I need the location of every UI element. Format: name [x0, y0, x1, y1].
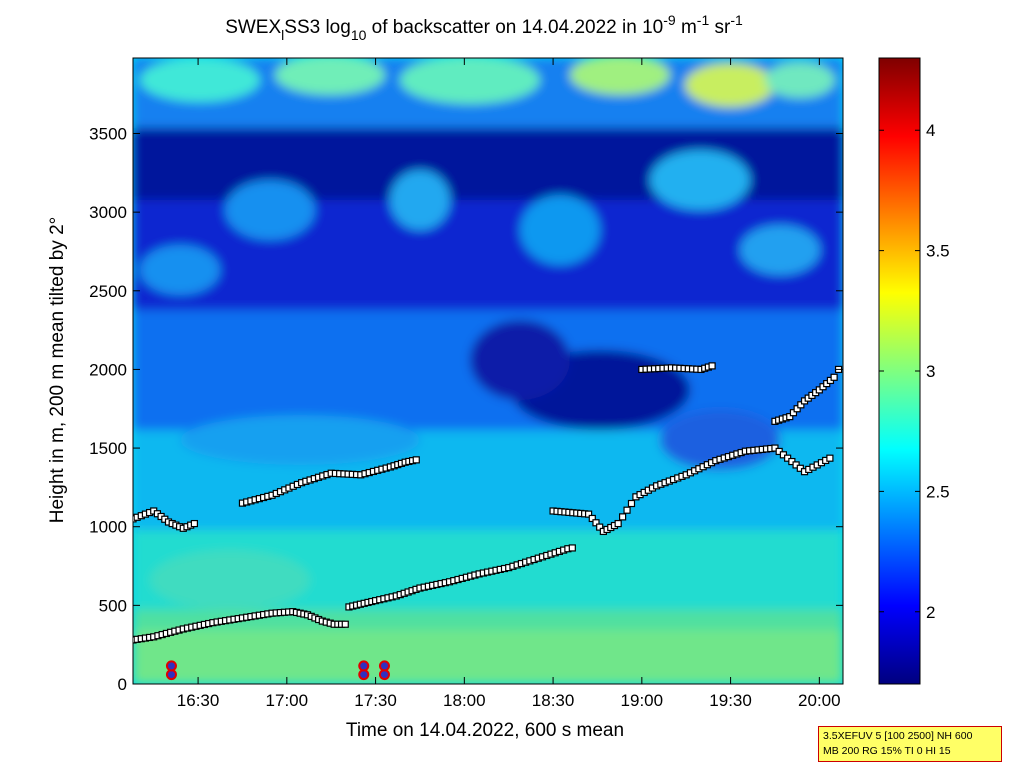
colorbar-gradient	[878, 57, 921, 685]
ground-marker	[165, 660, 177, 672]
settings-info-box: 3.5XEFUV 5 [100 2500] NH 600 MB 200 RG 1…	[818, 726, 1002, 762]
ground-marker	[165, 669, 177, 681]
x-tick-label: 16:30	[177, 691, 220, 710]
layer-point	[341, 620, 349, 628]
y-tick-label: 500	[99, 596, 127, 615]
layer-point	[789, 409, 798, 417]
ground-marker	[358, 669, 370, 681]
x-tick-label: 20:00	[798, 691, 841, 710]
colorbar-tick-label: 2	[926, 603, 935, 622]
ground-marker	[358, 660, 370, 672]
colorbar: 2 2.5 3 3.5 4	[878, 57, 950, 685]
x-tick-label: 19:00	[621, 691, 664, 710]
chart-title: SWEXlSS3 log10 of backscatter on 14.04.2…	[225, 12, 743, 43]
layer-point	[584, 510, 593, 518]
layer-point	[786, 413, 794, 421]
layer-point	[797, 401, 805, 409]
layer-point	[592, 519, 600, 527]
y-tick-label: 3500	[89, 124, 127, 143]
layer-point	[793, 405, 801, 413]
y-axis: 0 500 1000 1500 2000 2500 3000 3500	[89, 124, 843, 694]
layer-point	[596, 523, 604, 531]
layer-point	[412, 456, 420, 464]
layer-point	[623, 506, 631, 514]
colorbar-tick-label: 4	[926, 121, 935, 140]
y-tick-label: 1000	[89, 518, 127, 537]
detected-layers	[133, 362, 843, 644]
y-tick-label: 3000	[89, 203, 127, 222]
x-axis: 16:30 17:00 17:30 18:00 18:30 19:00 19:30 20:00	[177, 58, 841, 710]
heatmap-plot-area	[132, 57, 844, 685]
y-tick-label: 2500	[89, 282, 127, 301]
x-axis-label: Time on 14.04.2022, 600 s mean	[346, 720, 624, 741]
layer-point	[708, 362, 716, 370]
x-tick-label: 17:30	[354, 691, 397, 710]
layer-point	[190, 519, 198, 528]
y-tick-label: 0	[118, 675, 127, 694]
x-tick-label: 17:00	[266, 691, 309, 710]
colorbar-ticks: 2 2.5 3 3.5 4	[879, 121, 950, 622]
layer-point	[568, 544, 576, 552]
x-tick-label: 18:30	[532, 691, 575, 710]
y-axis-label: Height in m, 200 m mean tilted by 2°	[47, 217, 68, 523]
layer-point	[619, 513, 627, 521]
colorbar-tick-label: 3.5	[926, 242, 950, 261]
layer-point	[588, 514, 596, 523]
colorbar-tick-label: 3	[926, 362, 935, 381]
x-tick-label: 18:00	[443, 691, 486, 710]
ground-marker	[378, 660, 390, 672]
y-tick-label: 1500	[89, 439, 127, 458]
y-tick-label: 2000	[89, 360, 127, 379]
settings-line-2: MB 200 RG 15% TI 0 HI 15	[823, 745, 951, 757]
settings-line-1: 3.5XEFUV 5 [100 2500] NH 600	[823, 730, 973, 742]
x-tick-label: 19:30	[709, 691, 752, 710]
colorbar-tick-label: 2.5	[926, 482, 950, 501]
layer-point	[614, 519, 622, 528]
layer-point	[627, 499, 636, 508]
layer-point	[826, 454, 834, 462]
ground-marker	[378, 669, 390, 681]
ground-markers	[165, 660, 390, 681]
layer-point	[830, 373, 838, 381]
